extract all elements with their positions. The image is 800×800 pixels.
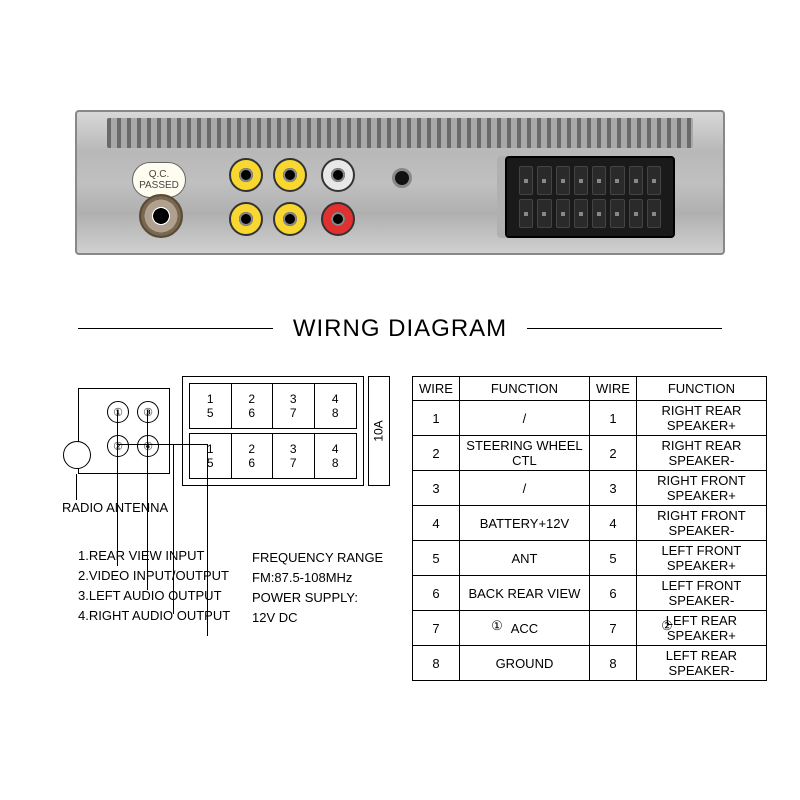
jack-3: ③ xyxy=(137,401,159,423)
cell-wire: 6 xyxy=(589,576,636,611)
rca-white xyxy=(321,158,355,192)
cell-wire: 4 xyxy=(413,506,460,541)
cell-wire: 1 xyxy=(413,401,460,436)
cell-wire: 8 xyxy=(413,646,460,681)
iso-block-1: 15 26 37 48 xyxy=(189,383,357,429)
cell-wire: 4 xyxy=(589,506,636,541)
rca-red xyxy=(321,202,355,236)
table-row: 3/3RIGHT FRONT SPEAKER+ xyxy=(413,471,767,506)
cell-function: BACK REAR VIEW xyxy=(459,576,589,611)
power-title: POWER SUPPLY: xyxy=(252,588,383,608)
table-row: 2STEERING WHEEL CTL2RIGHT REAR SPEAKER- xyxy=(413,436,767,471)
diagram-title: WIRNG DIAGRAM xyxy=(0,315,800,343)
device-rear-panel: Q.C. PASSED xyxy=(75,110,725,255)
fuse-block: 10A xyxy=(368,376,390,486)
jack-4: ④ xyxy=(137,435,159,457)
cell-wire: 3 xyxy=(413,471,460,506)
th-func-2: FUNCTION xyxy=(636,377,766,401)
legend-1: 1.REAR VIEW INPUT xyxy=(78,546,230,566)
qc-sticker: Q.C. PASSED xyxy=(132,162,186,198)
cell-wire: 2 xyxy=(413,436,460,471)
freq-value: FM:87.5-108MHz xyxy=(252,568,383,588)
th-wire-1: WIRE xyxy=(413,377,460,401)
th-func-1: FUNCTION xyxy=(459,377,589,401)
wiring-table: WIRE FUNCTION WIRE FUNCTION 1/1RIGHT REA… xyxy=(412,376,767,681)
footnote-1: ① xyxy=(412,618,582,634)
antenna-jack xyxy=(139,194,183,238)
cell-wire: 8 xyxy=(589,646,636,681)
cell-function: GROUND xyxy=(459,646,589,681)
cell-wire: 5 xyxy=(589,541,636,576)
iso-block-2: 15 26 37 48 xyxy=(189,433,357,479)
rca-yellow-2 xyxy=(273,158,307,192)
cell-wire: 6 xyxy=(413,576,460,611)
jack-1: ① xyxy=(107,401,129,423)
legend-4: 4.RIGHT AUDIO OUTPUT xyxy=(78,606,230,626)
table-row: 8GROUND8LEFT REAR SPEAKER- xyxy=(413,646,767,681)
cell-function: / xyxy=(459,471,589,506)
rca-yellow-3 xyxy=(229,202,263,236)
cell-function: STEERING WHEEL CTL xyxy=(459,436,589,471)
power-value: 12V DC xyxy=(252,608,383,628)
cell-function: LEFT FRONT SPEAKER+ xyxy=(636,541,766,576)
cell-function: RIGHT REAR SPEAKER- xyxy=(636,436,766,471)
cell-function: LEFT FRONT SPEAKER- xyxy=(636,576,766,611)
cell-function: LEFT REAR SPEAKER- xyxy=(636,646,766,681)
cell-function: ANT xyxy=(459,541,589,576)
qc-line1: Q.C. xyxy=(133,169,185,180)
table-footnotes: ① ② xyxy=(412,618,754,634)
iso-connector xyxy=(505,156,675,238)
jack-2: ② xyxy=(107,435,129,457)
footnote-2: ② xyxy=(582,618,752,634)
cell-function: RIGHT FRONT SPEAKER- xyxy=(636,506,766,541)
cell-function: / xyxy=(459,401,589,436)
legend-3: 3.LEFT AUDIO OUTPUT xyxy=(78,586,230,606)
cell-wire: 3 xyxy=(589,471,636,506)
table-row: 4BATTERY+12V4RIGHT FRONT SPEAKER- xyxy=(413,506,767,541)
legend-2: 2.VIDEO INPUT/OUTPUT xyxy=(78,566,230,586)
rca-yellow-4 xyxy=(273,202,307,236)
antenna-jack-icon xyxy=(63,441,91,469)
jack-panel: ① ③ ② ④ xyxy=(78,388,170,474)
cell-wire: 1 xyxy=(589,401,636,436)
cell-wire: 2 xyxy=(589,436,636,471)
cell-function: RIGHT FRONT SPEAKER+ xyxy=(636,471,766,506)
heatsink-vent xyxy=(107,118,693,148)
cell-wire: 5 xyxy=(413,541,460,576)
cell-function: BATTERY+12V xyxy=(459,506,589,541)
freq-title: FREQUENCY RANGE xyxy=(252,548,383,568)
iso-pins xyxy=(519,166,661,228)
jack-legend: 1.REAR VIEW INPUT 2.VIDEO INPUT/OUTPUT 3… xyxy=(78,546,230,627)
table-row: 5ANT5LEFT FRONT SPEAKER+ xyxy=(413,541,767,576)
rca-yellow-1 xyxy=(229,158,263,192)
aux-jack xyxy=(392,168,412,188)
device-casing: Q.C. PASSED xyxy=(75,110,725,255)
radio-antenna-label: RADIO ANTENNA xyxy=(62,500,168,515)
qc-line2: PASSED xyxy=(133,180,185,191)
table-row: 1/1RIGHT REAR SPEAKER+ xyxy=(413,401,767,436)
th-wire-2: WIRE xyxy=(589,377,636,401)
iso-pin-map: 15 26 37 48 15 26 37 48 xyxy=(182,376,364,486)
spec-labels: FREQUENCY RANGE FM:87.5-108MHz POWER SUP… xyxy=(252,548,383,629)
cell-function: RIGHT REAR SPEAKER+ xyxy=(636,401,766,436)
table-row: 6BACK REAR VIEW6LEFT FRONT SPEAKER- xyxy=(413,576,767,611)
